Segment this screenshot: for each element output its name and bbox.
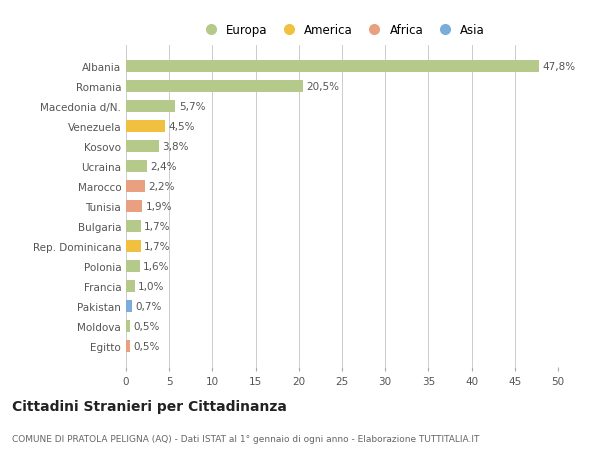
Bar: [126, 221, 140, 233]
Text: 47,8%: 47,8%: [542, 62, 575, 72]
Text: 5,7%: 5,7%: [179, 101, 205, 112]
Bar: [126, 180, 145, 192]
Bar: [126, 320, 130, 333]
Bar: [126, 101, 175, 112]
Bar: [126, 161, 147, 173]
Text: 2,2%: 2,2%: [148, 182, 175, 191]
Bar: [126, 280, 134, 292]
Text: 1,0%: 1,0%: [138, 281, 164, 291]
Bar: [126, 301, 132, 313]
Legend: Europa, America, Africa, Asia: Europa, America, Africa, Asia: [194, 20, 490, 42]
Bar: [126, 201, 142, 213]
Text: 0,5%: 0,5%: [134, 341, 160, 352]
Text: Cittadini Stranieri per Cittadinanza: Cittadini Stranieri per Cittadinanza: [12, 399, 287, 413]
Bar: [126, 61, 539, 73]
Text: 1,6%: 1,6%: [143, 262, 170, 272]
Text: 1,7%: 1,7%: [144, 241, 170, 252]
Bar: [126, 121, 165, 133]
Text: 3,8%: 3,8%: [162, 141, 189, 151]
Bar: [126, 80, 303, 93]
Bar: [126, 241, 140, 252]
Text: 1,9%: 1,9%: [146, 202, 172, 212]
Bar: [126, 140, 159, 152]
Text: 4,5%: 4,5%: [169, 122, 195, 132]
Text: 0,5%: 0,5%: [134, 322, 160, 331]
Bar: [126, 341, 130, 353]
Text: 2,4%: 2,4%: [150, 162, 176, 172]
Text: COMUNE DI PRATOLA PELIGNA (AQ) - Dati ISTAT al 1° gennaio di ogni anno - Elabora: COMUNE DI PRATOLA PELIGNA (AQ) - Dati IS…: [12, 434, 479, 443]
Bar: [126, 261, 140, 273]
Text: 20,5%: 20,5%: [307, 82, 340, 91]
Text: 0,7%: 0,7%: [136, 302, 162, 312]
Text: 1,7%: 1,7%: [144, 222, 170, 231]
